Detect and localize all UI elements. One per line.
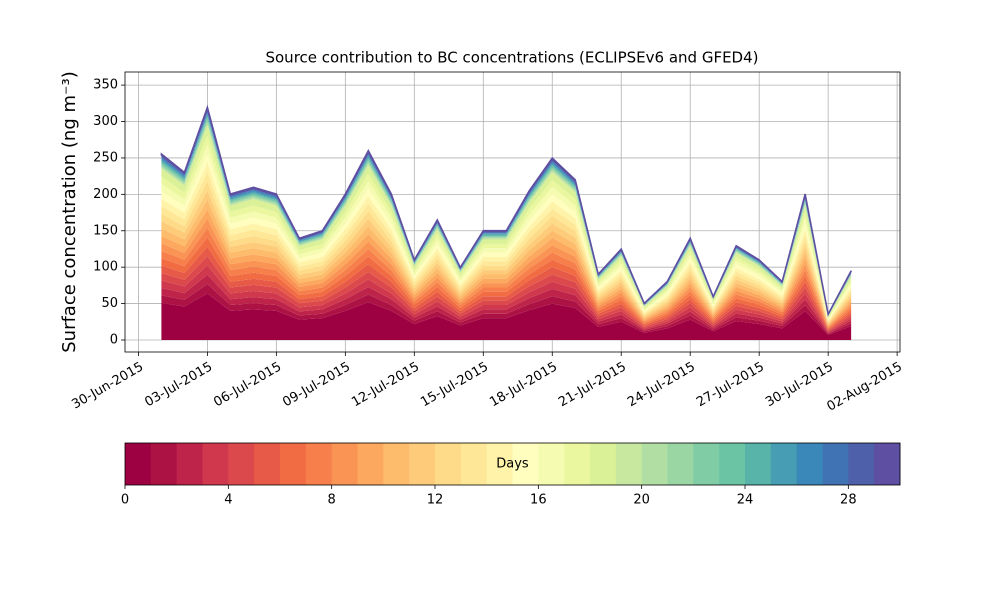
colorbar-cell	[125, 443, 152, 485]
plot-frame	[124, 71, 901, 353]
colorbar-cell	[641, 443, 668, 485]
x-tick-label: 03-Jul-2015	[142, 360, 215, 411]
colorbar-cell	[202, 443, 229, 485]
area-layer	[161, 284, 852, 335]
x-tick-label: 24-Jul-2015	[625, 360, 698, 411]
area-layer	[161, 265, 852, 333]
colorbar-tick-label: 16	[530, 493, 547, 508]
area-layer	[161, 200, 852, 326]
colorbar-tick-label: 4	[224, 493, 232, 508]
colorbar-cell	[486, 443, 513, 485]
x-tick-label: 06-Jul-2015	[211, 360, 284, 411]
area-layer	[161, 153, 852, 321]
x-tick-label: 09-Jul-2015	[280, 360, 353, 411]
y-tick-label: 200	[93, 187, 118, 202]
colorbar-cell	[254, 443, 281, 485]
area-layer	[161, 256, 852, 332]
chart-title: Source contribution to BC concentrations…	[265, 49, 758, 67]
y-tick-label: 150	[93, 223, 118, 238]
x-tick-label: 27-Jul-2015	[694, 360, 767, 411]
colorbar-cell	[435, 443, 462, 485]
colorbar-cell	[228, 443, 255, 485]
colorbar-tick-label: 28	[840, 493, 857, 508]
colorbar-cell	[409, 443, 436, 485]
area-layer	[161, 237, 852, 330]
area-layer	[161, 246, 852, 331]
colorbar-frame	[124, 442, 901, 486]
area-layer	[161, 172, 852, 323]
y-tick-label: 250	[93, 150, 118, 165]
colorbar-cell	[615, 443, 643, 485]
area-layer	[161, 274, 852, 334]
colorbar-cell	[745, 443, 772, 485]
area-layer	[161, 144, 852, 320]
x-tick-label: 18-Jul-2015	[487, 360, 560, 411]
colorbar-label: Days	[496, 457, 529, 472]
colorbar-cell	[822, 443, 849, 485]
area-layer	[161, 209, 852, 327]
colorbar-cell	[150, 443, 178, 485]
colorbar-cell	[331, 443, 358, 485]
x-tick-label: 02-Aug-2015	[825, 360, 905, 415]
colorbar-cell	[512, 443, 539, 485]
colorbar-cell	[590, 443, 617, 485]
colorbar-cell	[176, 443, 203, 485]
x-tick-label: 15-Jul-2015	[418, 360, 491, 411]
area-layer	[161, 218, 852, 328]
y-tick-label: 100	[93, 260, 118, 275]
colorbar-tick-label: 24	[737, 493, 754, 508]
colorbar-tick-label: 8	[328, 493, 336, 508]
colorbar-cell	[796, 443, 823, 485]
colorbar-cell	[848, 443, 875, 485]
y-axis-label: Surface concentration (ng m⁻³)	[59, 71, 80, 353]
colorbar-cell	[357, 443, 384, 485]
colorbar-cell	[693, 443, 720, 485]
colorbar-tick-label: 12	[427, 493, 444, 508]
y-tick-label: 50	[101, 296, 118, 311]
colorbar-tick-label: 20	[633, 493, 650, 508]
colorbar-cell	[770, 443, 798, 485]
x-tick-label: 12-Jul-2015	[349, 360, 422, 411]
area-layer	[160, 104, 852, 317]
x-tick-label: 30-Jun-2015	[69, 360, 146, 413]
colorbar-cell	[383, 443, 410, 485]
colorbar-cell	[564, 443, 591, 485]
colorbar-tick-label: 0	[121, 493, 129, 508]
area-layer	[161, 134, 852, 319]
y-tick-label: 0	[110, 332, 118, 347]
area-layer	[161, 228, 852, 329]
area-layer	[161, 190, 852, 325]
y-tick-label: 300	[93, 114, 118, 129]
colorbar-cell	[667, 443, 694, 485]
y-tick-label: 350	[93, 78, 118, 93]
colorbar-cell	[874, 443, 901, 485]
area-layer	[161, 162, 852, 322]
colorbar-cell	[280, 443, 307, 485]
x-tick-label: 21-Jul-2015	[556, 360, 629, 411]
area-layer	[161, 181, 852, 324]
colorbar-cell	[719, 443, 746, 485]
colorbar-cell	[305, 443, 333, 485]
colorbar-cell	[538, 443, 565, 485]
area-layer	[161, 293, 852, 340]
colorbar-cell	[460, 443, 488, 485]
